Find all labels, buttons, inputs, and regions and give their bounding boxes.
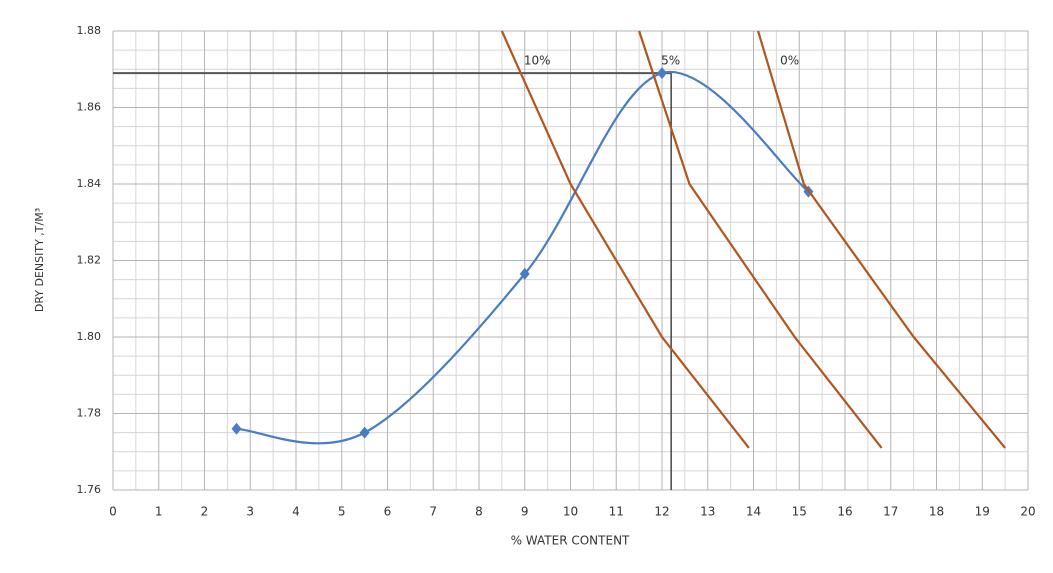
x-tick-label: 18	[929, 505, 944, 519]
zero-air-void-line	[500, 30, 750, 449]
grid	[112, 30, 1029, 491]
y-tick-label: 1.78	[77, 407, 102, 420]
line-label: 10%	[524, 54, 551, 68]
y-tick-label: 1.82	[77, 254, 102, 267]
line-label: 5%	[661, 54, 680, 68]
x-tick-label: 19	[975, 505, 990, 519]
x-tick-label: 16	[837, 505, 852, 519]
x-tick-label: 14	[746, 505, 761, 519]
x-tick-label: 13	[700, 505, 715, 519]
x-tick-label: 4	[292, 505, 300, 519]
x-tick-label: 8	[475, 505, 483, 519]
x-tick-label: 10	[563, 505, 578, 519]
zero-air-void-line	[638, 30, 883, 449]
x-tick-label: 7	[429, 505, 437, 519]
x-tick-label: 3	[246, 505, 254, 519]
x-axis-label: % WATER CONTENT	[511, 534, 630, 548]
y-axis-label: DRY DENSITY ,T/M³	[33, 208, 46, 312]
x-tick-label: 15	[792, 505, 807, 519]
x-tick-label: 12	[654, 505, 669, 519]
compaction-curve	[236, 70, 810, 445]
zero-air-void-line	[757, 30, 1006, 449]
y-tick-label: 1.86	[77, 101, 102, 114]
x-tick-label: 17	[883, 505, 898, 519]
data-point	[657, 67, 667, 80]
x-tick-label: 2	[201, 505, 209, 519]
data-point	[359, 426, 370, 439]
data-point	[519, 267, 530, 280]
y-tick-label: 1.88	[77, 24, 102, 37]
y-tick-label: 1.80	[77, 330, 102, 343]
x-tick-label: 11	[609, 505, 624, 519]
data-point	[231, 422, 242, 435]
x-tick-label: 9	[521, 505, 529, 519]
y-tick-label: 1.76	[77, 483, 102, 496]
x-tick-label: 5	[338, 505, 346, 519]
x-tick-label: 0	[109, 505, 117, 519]
line-label: 0%	[780, 54, 799, 68]
x-tick-label: 1	[155, 505, 163, 519]
y-tick-label: 1.84	[77, 177, 102, 190]
x-tick-label: 6	[384, 505, 392, 519]
x-tick-label: 20	[1020, 505, 1035, 519]
